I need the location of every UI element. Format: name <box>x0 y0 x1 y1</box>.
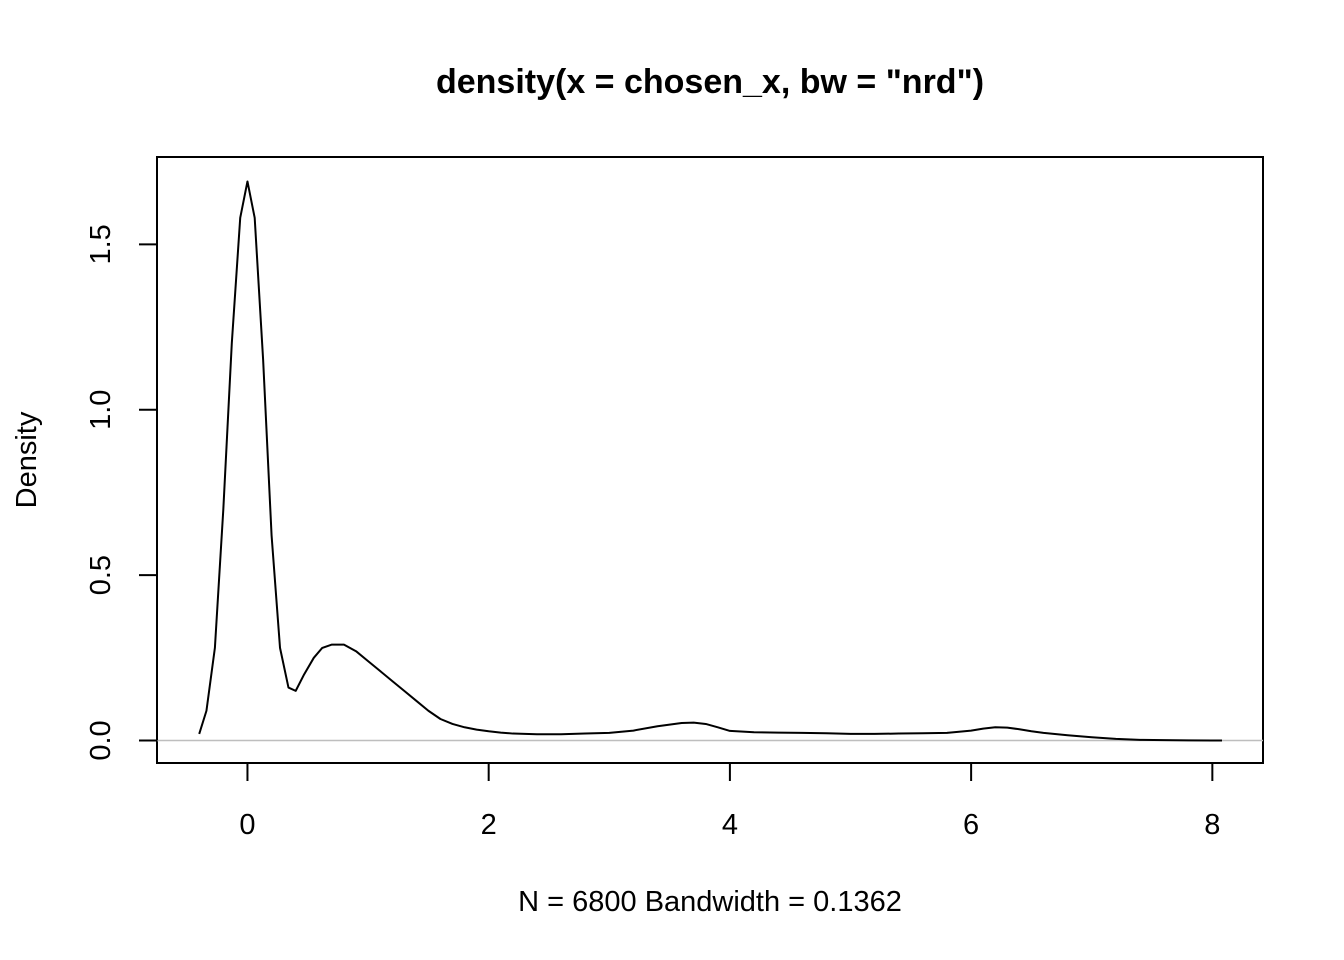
x-tick-label: 6 <box>963 809 979 841</box>
y-axis: 0.0 0.5 1.0 1.5 <box>85 224 158 761</box>
chart-title: density(x = chosen_x, bw = "nrd") <box>436 63 984 101</box>
x-axis: 0 2 4 6 8 <box>239 762 1220 841</box>
y-tick-label: 1.5 <box>85 224 117 264</box>
y-tick-label: 0.0 <box>85 720 117 760</box>
y-tick-label: 0.5 <box>85 555 117 595</box>
y-axis-label: Density <box>11 411 43 508</box>
x-tick-label: 0 <box>239 809 255 841</box>
x-axis-label: N = 6800 Bandwidth = 0.1362 <box>518 886 902 918</box>
x-tick-label: 2 <box>481 809 497 841</box>
y-tick-label: 1.0 <box>85 390 117 430</box>
x-tick-label: 8 <box>1204 809 1220 841</box>
x-tick-label: 4 <box>722 809 738 841</box>
density-curve <box>198 180 1222 742</box>
